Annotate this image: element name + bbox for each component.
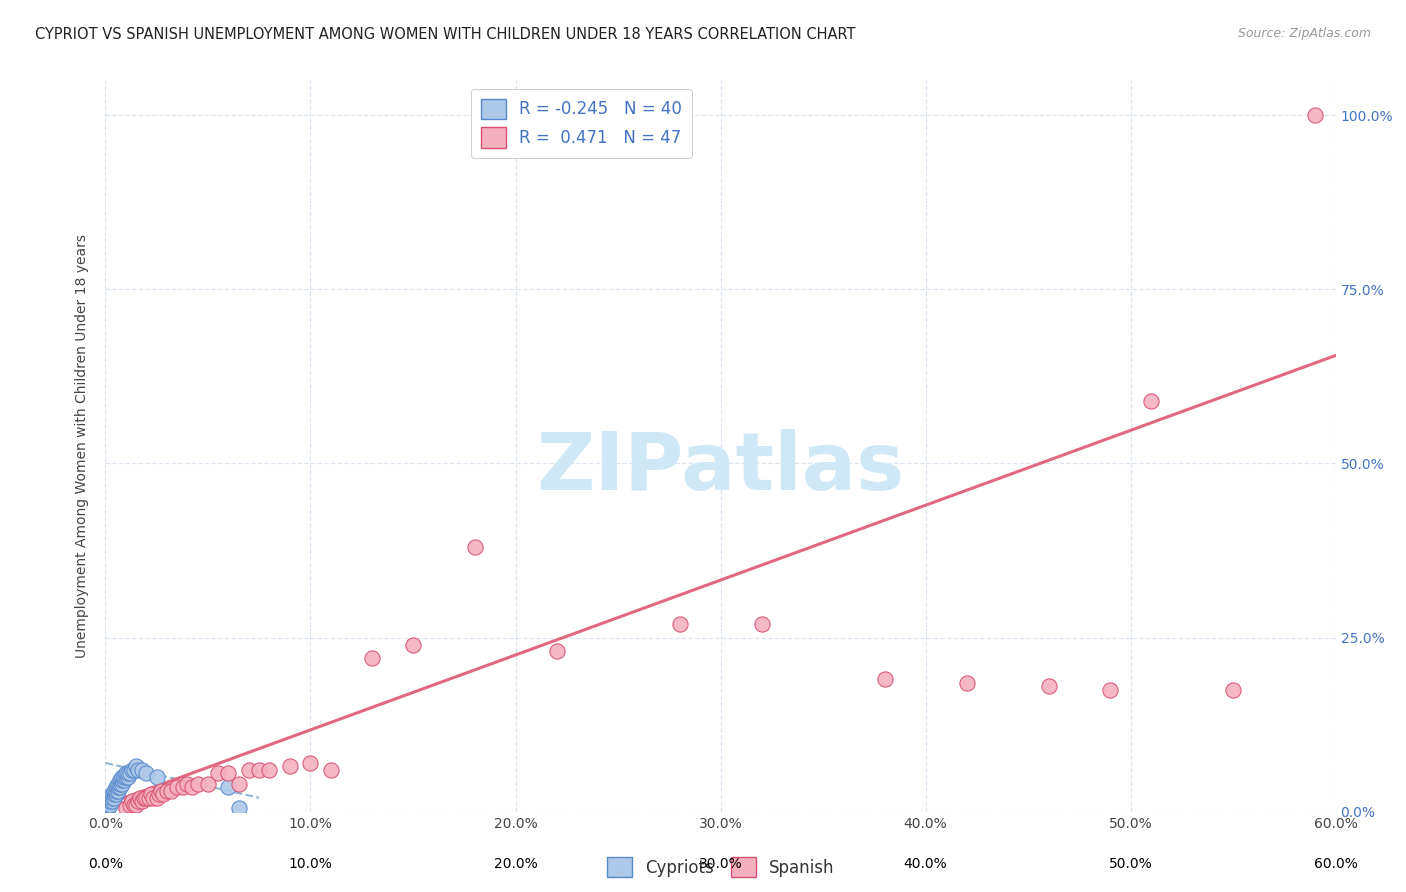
Point	[319, 763, 342, 777]
Point	[103, 784, 125, 798]
Point	[98, 794, 121, 808]
Point	[127, 794, 149, 808]
Point	[247, 763, 270, 777]
Text: CYPRIOT VS SPANISH UNEMPLOYMENT AMONG WOMEN WITH CHILDREN UNDER 18 YEARS CORRELA: CYPRIOT VS SPANISH UNEMPLOYMENT AMONG WO…	[35, 27, 856, 42]
Point	[180, 780, 202, 795]
Point	[127, 763, 149, 777]
Point	[668, 616, 690, 631]
Point	[104, 780, 127, 795]
Point	[129, 790, 152, 805]
Point	[107, 777, 129, 791]
Point	[108, 773, 131, 788]
Point	[138, 790, 160, 805]
Point	[402, 638, 425, 652]
Point	[96, 794, 118, 808]
Point	[98, 790, 121, 805]
Text: Source: ZipAtlas.com: Source: ZipAtlas.com	[1237, 27, 1371, 40]
Point	[131, 763, 153, 777]
Point	[148, 787, 170, 801]
Point	[160, 784, 183, 798]
Point	[166, 780, 188, 795]
Point	[104, 784, 127, 798]
Point	[1038, 679, 1060, 693]
Point	[218, 766, 240, 780]
Point	[107, 784, 129, 798]
Point	[96, 801, 118, 815]
Point	[299, 756, 322, 770]
Point	[100, 787, 122, 801]
Point	[172, 780, 194, 795]
Point	[112, 770, 135, 784]
Point	[197, 777, 219, 791]
Point	[207, 766, 229, 780]
Point	[122, 797, 145, 812]
Point	[1099, 682, 1122, 697]
Point	[111, 773, 134, 788]
Point	[125, 797, 148, 812]
Point	[122, 763, 145, 777]
Point	[103, 787, 125, 801]
Point	[108, 777, 131, 791]
Point	[176, 777, 198, 791]
Point	[100, 790, 122, 805]
Point	[121, 794, 143, 808]
Point	[187, 777, 209, 791]
Point	[1303, 108, 1326, 122]
Point	[112, 773, 135, 788]
Point	[1140, 393, 1163, 408]
Point	[259, 763, 281, 777]
Y-axis label: Unemployment Among Women with Children Under 18 years: Unemployment Among Women with Children U…	[76, 234, 90, 658]
Point	[135, 766, 157, 780]
Point	[117, 766, 139, 780]
Point	[956, 676, 979, 690]
Point	[121, 763, 143, 777]
Point	[98, 797, 121, 812]
Point	[107, 780, 129, 795]
Point	[120, 797, 141, 812]
Point	[120, 766, 141, 780]
Point	[115, 801, 138, 815]
Point	[546, 644, 568, 658]
Point	[361, 651, 384, 665]
Point	[464, 540, 486, 554]
Point	[100, 794, 122, 808]
Point	[156, 784, 179, 798]
Point	[1222, 682, 1244, 697]
Point	[228, 777, 250, 791]
Point	[873, 673, 896, 687]
Point	[218, 780, 240, 795]
Point	[149, 784, 172, 798]
Point	[139, 787, 162, 801]
Point	[152, 787, 174, 801]
Point	[117, 770, 139, 784]
Point	[131, 794, 153, 808]
Point	[238, 763, 260, 777]
Point	[125, 759, 148, 773]
Point	[115, 766, 138, 780]
Point	[104, 787, 127, 801]
Point	[96, 797, 118, 812]
Point	[103, 790, 125, 805]
Point	[145, 770, 167, 784]
Point	[751, 616, 773, 631]
Point	[134, 790, 156, 805]
Text: ZIPatlas: ZIPatlas	[537, 429, 904, 507]
Point	[108, 780, 131, 795]
Point	[111, 770, 134, 784]
Legend: Cypriots, Spanish: Cypriots, Spanish	[600, 850, 841, 884]
Point	[115, 770, 138, 784]
Point	[145, 790, 167, 805]
Point	[142, 790, 165, 805]
Point	[278, 759, 301, 773]
Point	[135, 790, 157, 805]
Point	[111, 777, 134, 791]
Point	[228, 801, 250, 815]
